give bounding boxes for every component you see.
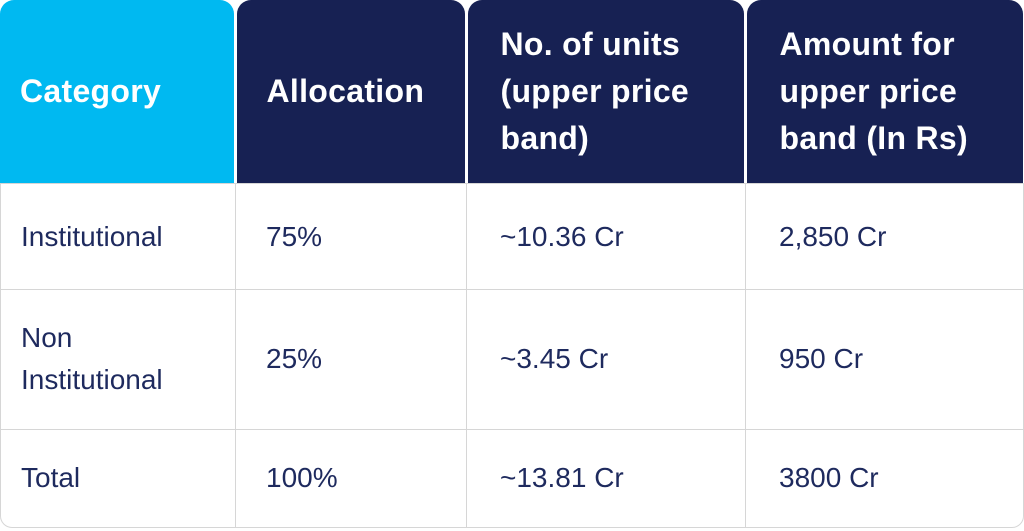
header-cell: Category <box>0 0 234 183</box>
cell-text: 100% <box>266 462 338 494</box>
body-cell: 3800 Cr <box>745 428 1024 528</box>
body-cell: 2,850 Cr <box>745 183 1024 290</box>
cell-text: 75% <box>266 220 323 252</box>
cell-text: ~10.36 Cr <box>500 220 624 252</box>
body-cell: ~13.81 Cr <box>466 428 747 528</box>
cell-text: Institutional <box>21 220 163 252</box>
body-cell: 950 Cr <box>745 288 1024 430</box>
cell-text: ~13.81 Cr <box>500 462 624 494</box>
cell-text: No. of units (upper price band) <box>500 26 690 156</box>
body-cell: Total <box>0 428 237 528</box>
body-cell: ~10.36 Cr <box>466 183 747 290</box>
cell-text: 3800 Cr <box>779 462 879 494</box>
header-cell: Amount for upper price band (In Rs) <box>746 0 1023 183</box>
header-cell: Allocation <box>236 0 465 183</box>
cell-text: Amount for upper price band (In Rs) <box>779 26 968 156</box>
body-cell: 75% <box>235 183 468 290</box>
header-cell: No. of units (upper price band) <box>467 0 744 183</box>
cell-text: Total <box>21 462 81 494</box>
body-cell: 100% <box>235 428 468 528</box>
cell-text: 950 Cr <box>779 343 864 375</box>
cell-text: Allocation <box>266 73 425 109</box>
body-cell: 25% <box>235 288 468 430</box>
body-cell: Non Institutional <box>0 288 237 430</box>
cell-text: Category <box>20 73 162 109</box>
cell-text: 2,850 Cr <box>779 220 887 252</box>
cell-text: Non Institutional <box>21 322 163 396</box>
cell-text: 25% <box>266 343 323 375</box>
body-cell: ~3.45 Cr <box>466 288 747 430</box>
body-cell: Institutional <box>0 183 237 290</box>
cell-text: ~3.45 Cr <box>500 343 609 375</box>
